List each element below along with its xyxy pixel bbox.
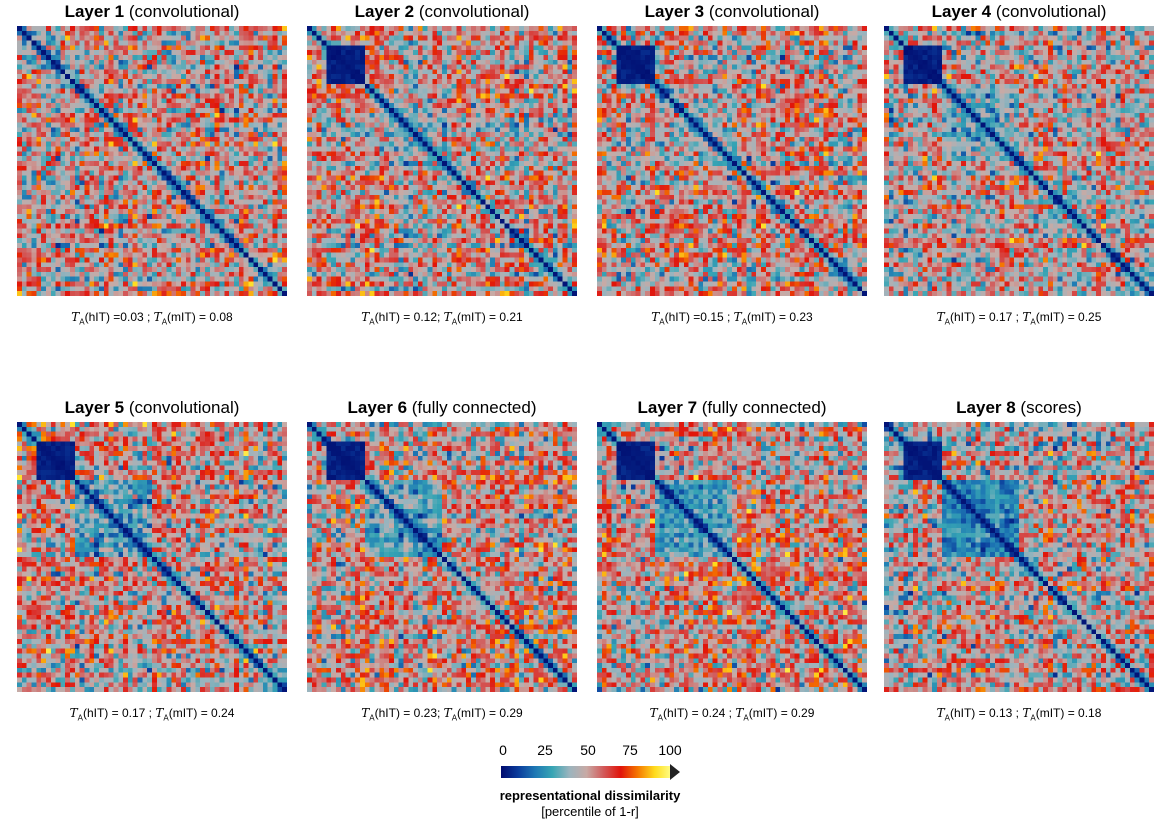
kendall-tau-stat: TA(hIT) = 0.12; TA(mIT) = 0.21 <box>361 310 523 327</box>
colorbar-bar <box>501 766 672 778</box>
colorbar-tick-label: 50 <box>580 742 596 758</box>
panel-title-bold: Layer 7 <box>637 398 698 417</box>
panel-title-bold: Layer 3 <box>644 2 705 21</box>
colorbar-tick-label: 100 <box>658 742 682 758</box>
panel-title: Layer 5 (convolutional) <box>0 396 307 420</box>
tau-symbol: TA <box>443 310 458 327</box>
tau-symbol: TA <box>153 310 168 327</box>
tau-mit-value: = 0.21 <box>489 310 523 324</box>
panel-title: Layer 7 (fully connected) <box>577 396 887 420</box>
panel-title-rest: (convolutional) <box>124 2 240 21</box>
panel-title: Layer 4 (convolutional) <box>864 0 1174 24</box>
tau-hit-value: = 0.12; <box>403 310 441 324</box>
kendall-tau-stat: TA(hIT) = 0.17 ; TA(mIT) = 0.25 <box>936 310 1102 327</box>
tau-symbol: TA <box>1022 706 1036 723</box>
kendall-tau-stat: TA(hIT) = 0.24 ; TA(mIT) = 0.29 <box>649 706 815 723</box>
tau-hit-value: = 0.13 ; <box>978 706 1019 720</box>
rdm-heatmap <box>17 26 287 296</box>
tau-symbol: TA <box>155 706 169 723</box>
panel-title-bold: Layer 6 <box>347 398 408 417</box>
tau-hit-value: = 0.24 ; <box>691 706 732 720</box>
kendall-tau-stat: TA(hIT) =0.03 ; TA(mIT) = 0.08 <box>71 310 233 327</box>
colorbar-sublabel: [percentile of 1-r] <box>541 804 639 819</box>
rdm-heatmap <box>17 422 287 692</box>
kendall-tau-stat: TA(hIT) = 0.13 ; TA(mIT) = 0.18 <box>936 706 1102 723</box>
tau-mit-value: = 0.25 <box>1067 310 1102 324</box>
tau-symbol: TA <box>651 310 665 327</box>
tau-symbol: TA <box>443 706 458 723</box>
panel-title-rest: (fully connected) <box>407 398 537 417</box>
colorbar-tick-label: 0 <box>499 742 507 758</box>
colorbar: 0 25 50 75 100 representational dissimil… <box>470 742 710 832</box>
tau-mit-value: = 0.23 <box>779 310 813 324</box>
tau-mit-value: = 0.08 <box>199 310 233 324</box>
tau-hit-value: = 0.17 ; <box>978 310 1019 324</box>
tau-symbol: TA <box>733 310 748 327</box>
rdm-heatmap <box>307 422 577 692</box>
panel-title-bold: Layer 8 <box>956 398 1016 417</box>
rdm-heatmap <box>307 26 577 296</box>
panel-title: Layer 2 (convolutional) <box>287 0 597 24</box>
panel-title-rest: (convolutional) <box>704 2 820 21</box>
tau-symbol: TA <box>936 706 950 723</box>
panel-title-rest: (convolutional) <box>991 2 1107 21</box>
panel-title-rest: (convolutional) <box>414 2 530 21</box>
colorbar-arrow-head <box>670 764 680 780</box>
panel-title-bold: Layer 4 <box>931 2 992 21</box>
panel-title: Layer 8 (scores) <box>864 396 1174 420</box>
tau-mit-value: = 0.24 <box>200 706 235 720</box>
tau-symbol: TA <box>361 310 375 327</box>
panel-title: Layer 1 (convolutional) <box>0 0 307 24</box>
colorbar-label: representational dissimilarity <box>499 788 681 803</box>
tau-mit-value: = 0.18 <box>1067 706 1102 720</box>
kendall-tau-stat: TA(hIT) = 0.17 ; TA(mIT) = 0.24 <box>69 706 235 723</box>
rdm-heatmap <box>884 422 1154 692</box>
tau-symbol: TA <box>649 706 663 723</box>
rdm-heatmap <box>597 26 867 296</box>
tau-hit-value: =0.03 ; <box>113 310 151 324</box>
panel-title-rest: (fully connected) <box>697 398 827 417</box>
tau-symbol: TA <box>735 706 749 723</box>
panel-title-rest: (scores) <box>1015 398 1082 417</box>
panel-title: Layer 6 (fully connected) <box>287 396 597 420</box>
tau-hit-value: =0.15 ; <box>693 310 731 324</box>
tau-mit-value: = 0.29 <box>489 706 523 720</box>
panel-title-rest: (convolutional) <box>124 398 240 417</box>
panel-title-bold: Layer 1 <box>64 2 125 21</box>
tau-symbol: TA <box>71 310 85 327</box>
tau-hit-value: = 0.23; <box>403 706 441 720</box>
panel-title: Layer 3 (convolutional) <box>577 0 887 24</box>
panel-title-bold: Layer 2 <box>354 2 415 21</box>
rdm-heatmap <box>884 26 1154 296</box>
rdm-heatmap <box>597 422 867 692</box>
tau-symbol: TA <box>361 706 375 723</box>
tau-mit-value: = 0.29 <box>780 706 815 720</box>
colorbar-gradient <box>501 764 680 780</box>
kendall-tau-stat: TA(hIT) =0.15 ; TA(mIT) = 0.23 <box>651 310 813 327</box>
colorbar-tick-label: 25 <box>537 742 553 758</box>
tau-hit-value: = 0.17 ; <box>111 706 152 720</box>
colorbar-tick-label: 75 <box>622 742 638 758</box>
tau-symbol: TA <box>936 310 950 327</box>
tau-symbol: TA <box>69 706 83 723</box>
panel-title-bold: Layer 5 <box>64 398 125 417</box>
tau-symbol: TA <box>1022 310 1036 327</box>
kendall-tau-stat: TA(hIT) = 0.23; TA(mIT) = 0.29 <box>361 706 523 723</box>
